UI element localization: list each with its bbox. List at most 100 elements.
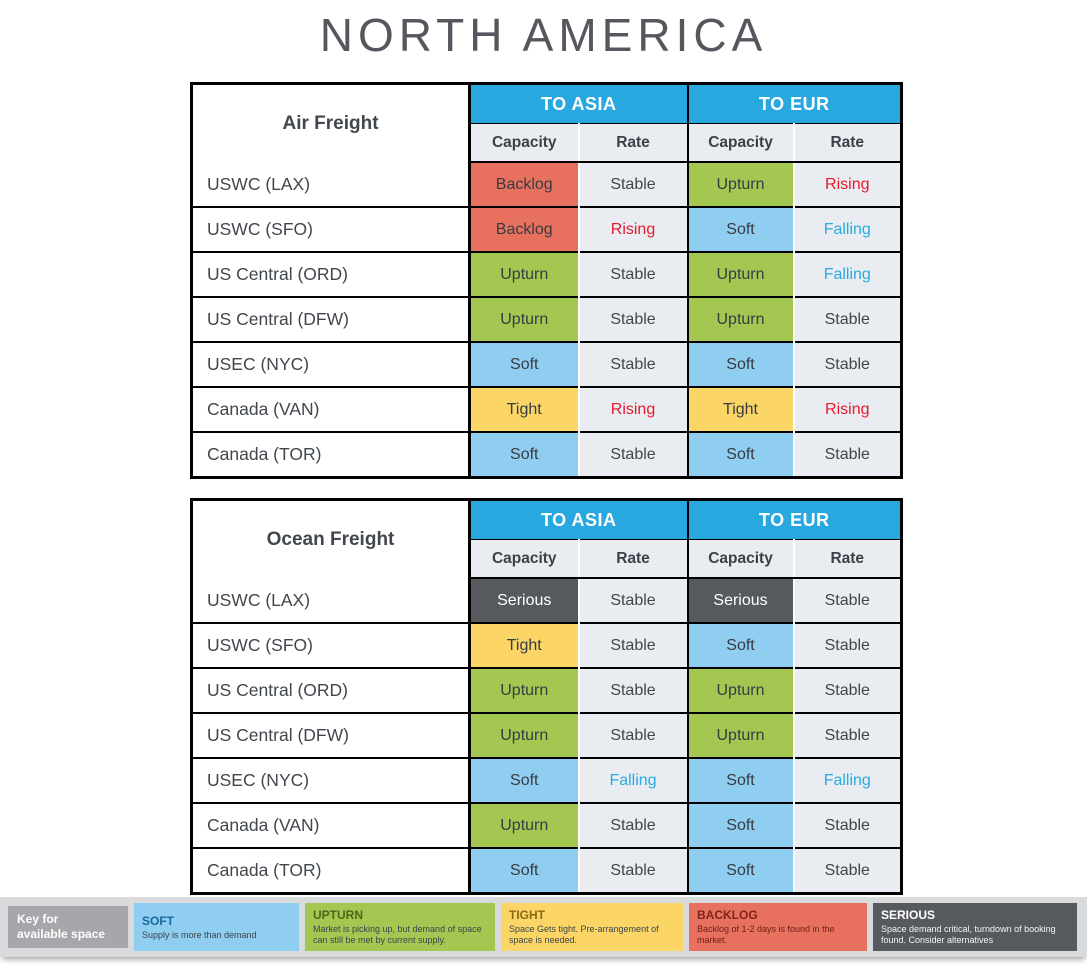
row-label: USWC (LAX) <box>191 578 471 623</box>
to-eur-capacity-cell: Soft <box>686 847 794 894</box>
row-label: Canada (TOR) <box>191 847 471 894</box>
legend-item-title: BACKLOG <box>697 908 758 923</box>
to-eur-rate-cell: Falling <box>792 757 902 803</box>
to-asia-capacity-cell: Upturn <box>469 712 579 758</box>
to-eur-capacity-cell: Soft <box>686 757 794 803</box>
legend-item-title: TIGHT <box>509 908 545 923</box>
to-eur-rate-cell: Stable <box>792 847 902 894</box>
row-label: US Central (DFW) <box>191 712 471 758</box>
capacity-header: Capacity <box>686 539 794 579</box>
to-asia-rate-cell: Rising <box>577 386 688 432</box>
legend-item-desc: Backlog of 1-2 days is found in the mark… <box>697 924 835 945</box>
capacity-header: Capacity <box>686 123 794 163</box>
table-row: US Central (DFW) Upturn Stable Upturn St… <box>191 712 902 758</box>
to-asia-rate-cell: Stable <box>577 251 688 297</box>
rate-header: Rate <box>577 539 688 579</box>
legend-item-tight: TIGHT Space Gets tight. Pre-arrangement … <box>501 903 683 951</box>
to-eur-rate-cell: Stable <box>792 341 902 387</box>
to-eur-capacity-cell: Tight <box>686 386 794 432</box>
legend-item-desc: Market is picking up, but demand of spac… <box>313 924 482 945</box>
to-eur-capacity-cell: Soft <box>686 622 794 668</box>
to-asia-rate-cell: Stable <box>577 162 688 207</box>
to-eur-capacity-cell: Upturn <box>686 251 794 297</box>
to-asia-capacity-cell: Upturn <box>469 667 579 713</box>
legend-item-title: SOFT <box>142 913 174 928</box>
legend-item-serious: SERIOUS Space demand critical, turndown … <box>873 903 1077 951</box>
column-group-to-asia: TO ASIA <box>469 499 688 540</box>
page-title: NORTH AMERICA <box>319 9 768 61</box>
to-asia-rate-cell: Stable <box>577 712 688 758</box>
to-eur-capacity-cell: Upturn <box>686 162 794 207</box>
row-label: US Central (DFW) <box>191 296 471 342</box>
table-row: Canada (VAN) Upturn Stable Soft Stable <box>191 802 902 848</box>
table-row: USEC (NYC) Soft Stable Soft Stable <box>191 341 902 387</box>
to-asia-capacity-cell: Soft <box>469 341 579 387</box>
rate-header: Rate <box>792 539 902 579</box>
to-eur-rate-cell: Stable <box>792 578 902 623</box>
row-label: Canada (VAN) <box>191 802 471 848</box>
to-eur-capacity-cell: Serious <box>686 578 794 623</box>
to-asia-rate-cell: Stable <box>577 341 688 387</box>
capacity-header: Capacity <box>469 539 579 579</box>
to-asia-capacity-cell: Tight <box>469 622 579 668</box>
legend-item-title: SERIOUS <box>881 908 936 923</box>
table-row: USWC (LAX) Backlog Stable Upturn Rising <box>191 162 902 207</box>
to-eur-rate-cell: Stable <box>792 712 902 758</box>
to-asia-capacity-cell: Tight <box>469 386 579 432</box>
legend-item-desc: Space Gets tight. Pre-arrangement of spa… <box>509 924 659 945</box>
to-eur-rate-cell: Stable <box>792 802 902 848</box>
capacity-header: Capacity <box>469 123 579 163</box>
table-row: Canada (TOR) Soft Stable Soft Stable <box>191 431 902 478</box>
row-label: US Central (ORD) <box>191 667 471 713</box>
to-eur-capacity-cell: Upturn <box>686 712 794 758</box>
legend: Key for available space SOFT Supply is m… <box>0 897 1087 957</box>
to-asia-capacity-cell: Upturn <box>469 251 579 297</box>
sub-header-row: Capacity Rate Capacity Rate <box>192 123 902 163</box>
to-eur-rate-cell: Falling <box>792 206 902 252</box>
to-asia-capacity-cell: Soft <box>469 757 579 803</box>
table-row: USWC (LAX) Serious Stable Serious Stable <box>191 578 902 623</box>
to-asia-rate-cell: Stable <box>577 847 688 894</box>
rate-header: Rate <box>577 123 688 163</box>
to-asia-capacity-cell: Serious <box>469 578 579 623</box>
rate-header: Rate <box>792 123 902 163</box>
legend-item-desc: Space demand critical, turndown of booki… <box>881 924 1056 945</box>
to-eur-rate-cell: Stable <box>792 296 902 342</box>
to-eur-capacity-cell: Soft <box>686 802 794 848</box>
legend-item-soft: SOFT Supply is more than demand <box>134 903 299 951</box>
table-row: US Central (ORD) Upturn Stable Upturn St… <box>191 667 902 713</box>
sub-header-row: Capacity Rate Capacity Rate <box>192 539 902 579</box>
row-label: Canada (TOR) <box>191 431 471 478</box>
table-row: US Central (DFW) Upturn Stable Upturn St… <box>191 296 902 342</box>
to-asia-capacity-cell: Soft <box>469 431 579 478</box>
table-row: USWC (SFO) Tight Stable Soft Stable <box>191 622 902 668</box>
to-eur-capacity-cell: Upturn <box>686 296 794 342</box>
to-eur-capacity-cell: Upturn <box>686 667 794 713</box>
to-asia-rate-cell: Stable <box>577 667 688 713</box>
to-asia-rate-cell: Stable <box>577 578 688 623</box>
to-asia-rate-cell: Stable <box>577 296 688 342</box>
row-label: USEC (NYC) <box>191 757 471 803</box>
column-group-to-eur: TO EUR <box>686 83 902 124</box>
table-row: USWC (SFO) Backlog Rising Soft Falling <box>191 206 902 252</box>
to-asia-rate-cell: Stable <box>577 802 688 848</box>
row-label: USEC (NYC) <box>191 341 471 387</box>
air-freight-table: Air Freight TO ASIA TO EUR Capacity Rate… <box>190 82 904 479</box>
column-group-to-eur: TO EUR <box>686 499 902 540</box>
to-eur-capacity-cell: Soft <box>686 431 794 478</box>
to-eur-capacity-cell: Soft <box>686 206 794 252</box>
legend-key-box: Key for available space <box>8 906 128 948</box>
row-label: US Central (ORD) <box>191 251 471 297</box>
row-label: USWC (SFO) <box>191 622 471 668</box>
to-eur-rate-cell: Stable <box>792 667 902 713</box>
legend-item-backlog: BACKLOG Backlog of 1-2 days is found in … <box>689 903 867 951</box>
legend-item-title: UPTURN <box>313 908 363 923</box>
to-asia-capacity-cell: Soft <box>469 847 579 894</box>
table-row: US Central (ORD) Upturn Stable Upturn Fa… <box>191 251 902 297</box>
to-asia-capacity-cell: Backlog <box>469 162 579 207</box>
to-eur-rate-cell: Rising <box>792 162 902 207</box>
legend-item-upturn: UPTURN Market is picking up, but demand … <box>305 903 495 951</box>
legend-item-desc: Supply is more than demand <box>142 929 257 940</box>
group-header-row: Ocean Freight TO ASIA TO EUR <box>191 499 902 578</box>
